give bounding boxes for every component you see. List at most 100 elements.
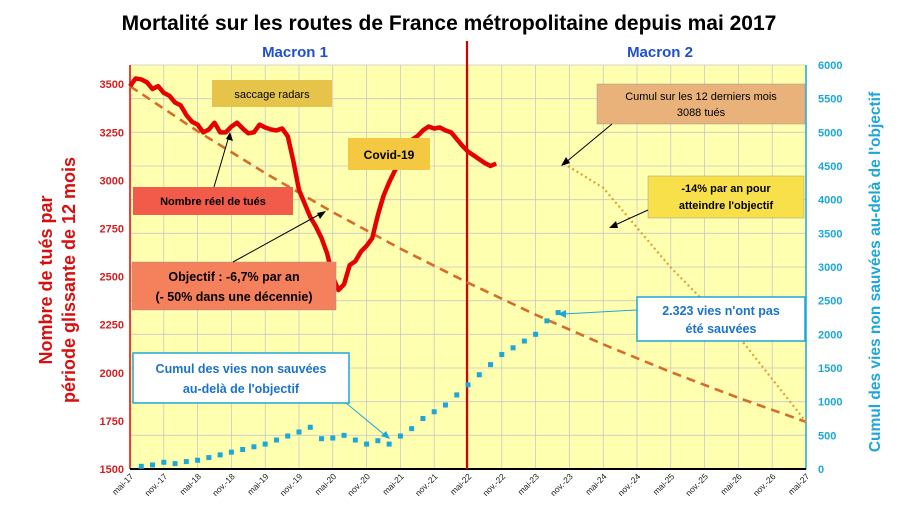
- cumulative-lives-point: [420, 416, 426, 421]
- annotation-vies: 2.323 vies n'ont pas été sauvées: [558, 296, 806, 342]
- cumulative-lives-point: [195, 457, 201, 463]
- annotation-reel-box: [133, 187, 293, 215]
- cumulative-lives-point: [285, 433, 291, 439]
- cumulative-lives-point: [228, 449, 234, 455]
- cumulative-lives-point: [409, 426, 415, 432]
- cumulative-lives-point: [397, 433, 403, 439]
- cumulative-lives-point: [138, 463, 144, 469]
- cumulative-lives-point: [499, 352, 505, 358]
- cumulative-lives-point: [364, 441, 370, 447]
- left-axis-tick-label: 1500: [100, 464, 124, 476]
- annotation-reel-arrow: [213, 135, 230, 188]
- annotation-cumul12-arrow: [564, 123, 613, 164]
- cumulative-lives-point: [273, 437, 279, 443]
- cumulative-lives-point: [352, 437, 358, 443]
- annotation-pct14-line-1: -14% par an pour: [681, 183, 771, 195]
- cumulative-lives-point: [442, 402, 448, 408]
- annotation-pct14: -14% par an pour atteindre l'objectif: [609, 175, 805, 228]
- right-axis-tick-label: 0: [818, 464, 824, 476]
- annotation-objectif-line-1: Objectif : -6,7% par an: [168, 270, 299, 284]
- left-axis-tick-label: 1750: [100, 416, 124, 428]
- cumulative-lives-point: [319, 436, 325, 442]
- annotation-vies-arrowhead: [558, 310, 566, 318]
- annotation-cumul-arrowhead: [381, 431, 390, 439]
- cumulative-lives-point: [386, 441, 392, 447]
- annotation-radars-text: saccage radars: [234, 89, 310, 101]
- cumulative-lives-point: [521, 338, 527, 344]
- annotation-objectif-arrow: [232, 212, 323, 263]
- cumulative-lives-point: [341, 432, 347, 438]
- annotation-pct14-arrowhead: [609, 221, 618, 228]
- cumulative-lives-point: [183, 459, 189, 465]
- annotation-cumul12: Cumul sur les 12 derniers mois 3088 tués: [561, 83, 806, 166]
- annotation-covid: Covid-19: [348, 138, 430, 170]
- right-axis-tick-label: 6000: [818, 60, 842, 72]
- cumulative-lives-point: [555, 310, 561, 316]
- cumulative-lives-point: [465, 382, 471, 388]
- annotation-cumul-line-2: au-delà de l'objectif: [183, 382, 300, 396]
- series-layer: [128, 76, 807, 469]
- cumulative-lives-point: [510, 345, 516, 351]
- right-axis-tick-label: 1500: [818, 363, 842, 375]
- annotation-radars: saccage radars: [212, 80, 332, 107]
- cumulative-lives-point: [476, 372, 482, 378]
- cumulative-lives-point: [307, 424, 313, 430]
- right-axis-label: Cumul des vies non sauvées au-delà de l'…: [867, 91, 884, 452]
- right-axis-ticks: 0 500 1000 1500 2000 2500 3000 3500 4000 4500 5000…: [818, 60, 842, 476]
- annotation-objectif-arrowhead: [317, 211, 326, 219]
- cumulative-lives-point: [161, 459, 167, 465]
- cumulative-lives-point: [172, 461, 178, 467]
- annotation-objectif-line-2: (- 50% dans une décennie): [156, 290, 313, 304]
- annotation-pct14-line-2: atteindre l'objectif: [679, 200, 774, 212]
- right-axis-tick-label: 3000: [818, 262, 842, 274]
- annotation-vies-line-1: 2.323 vies n'ont pas: [662, 304, 780, 318]
- annotation-covid-text: Covid-19: [364, 148, 415, 162]
- annotation-cumul12-arrowhead: [561, 157, 570, 166]
- cumulative-lives-point: [544, 318, 550, 324]
- annotation-cumul12-box: [596, 83, 806, 125]
- left-axis-tick-label: 3500: [100, 79, 124, 91]
- left-axis-ticks: 1500 1750 2000 2250 2500 2750 3000 3250 3500: [100, 79, 124, 476]
- left-axis-tick-label: 3250: [100, 127, 124, 139]
- cumulative-lives-point: [330, 435, 336, 441]
- annotation-radars-box: [212, 80, 332, 107]
- annotation-reel-arrowhead: [226, 132, 233, 141]
- cumulative-lives-point: [240, 446, 246, 452]
- right-axis-tick-label: 2500: [818, 296, 842, 308]
- right-axis-tick-label: 4500: [818, 161, 842, 173]
- annotation-vies-box: [636, 296, 806, 342]
- right-axis-tick-label: 1000: [818, 397, 842, 409]
- left-axis-label-line-2: période glissante de 12 mois: [59, 157, 79, 403]
- era-label-macron-1: Macron 1: [262, 44, 328, 61]
- objective-line: [129, 85, 807, 424]
- annotation-cumul12-line-1: Cumul sur les 12 derniers mois: [625, 91, 777, 103]
- cumulative-lives-point: [375, 438, 381, 444]
- chart-title: Mortalité sur les routes de France métro…: [122, 12, 777, 35]
- annotation-cumul-box: [132, 352, 350, 404]
- annotation-cumul: Cumul des vies non sauvées au-delà de l'…: [132, 352, 390, 439]
- cumulative-lives-point: [206, 455, 212, 461]
- left-axis-tick-label: 2000: [100, 368, 124, 380]
- cumulative-lives-point: [488, 362, 494, 368]
- cumulative-lives-point: [431, 409, 437, 415]
- cumulative-lives-point: [251, 444, 257, 450]
- left-axis-tick-label: 3000: [100, 175, 124, 187]
- cumulative-lives-point: [217, 452, 223, 458]
- left-axis-tick-label: 2250: [100, 320, 124, 332]
- right-axis-tick-label: 500: [818, 430, 836, 442]
- left-axis-tick-label: 2750: [100, 224, 124, 236]
- cumulative-lives-point: [262, 441, 268, 447]
- fourteen-percent-line: [563, 162, 807, 423]
- cumulative-lives-point: [454, 392, 460, 398]
- cumulative-lives-point: [533, 331, 539, 337]
- annotation-reel: Nombre réel de tués: [133, 132, 293, 215]
- annotation-vies-arrow: [562, 309, 638, 315]
- right-axis-tick-label: 5000: [818, 127, 842, 139]
- left-axis-tick-label: 2500: [100, 272, 124, 284]
- actual-deaths-line: [128, 76, 498, 293]
- annotation-cumul-arrow: [345, 402, 387, 437]
- annotation-pct14-arrow: [612, 209, 649, 227]
- annotation-covid-box: [348, 138, 430, 170]
- annotation-reel-text: Nombre réel de tués: [160, 196, 266, 208]
- cumulative-lives-point: [296, 429, 302, 435]
